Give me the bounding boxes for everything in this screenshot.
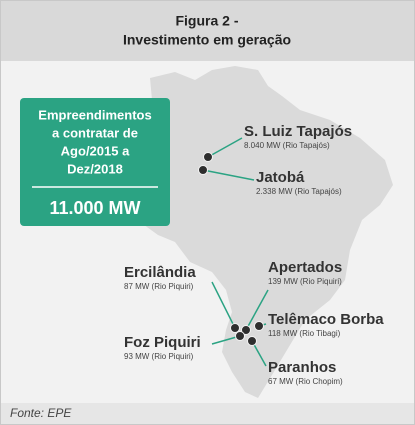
highlight-text: Dez/2018 xyxy=(67,161,123,176)
plant-dot xyxy=(254,321,264,331)
title-line: Figura 2 - xyxy=(175,13,238,29)
plant-name: Telêmaco Borba xyxy=(268,311,384,328)
plant-detail: 67 MW (Rio Chopim) xyxy=(268,377,343,386)
source: Fonte: EPE xyxy=(10,406,72,420)
plant-dot xyxy=(241,325,251,335)
plant-detail: 87 MW (Rio Piquiri) xyxy=(124,282,194,291)
highlight-total: 11.000 MW xyxy=(49,198,140,218)
brazil-map xyxy=(100,66,393,398)
leader-line xyxy=(207,137,243,158)
highlight-text: a contratar de xyxy=(52,125,138,140)
plant-dot xyxy=(247,336,257,346)
leader-line xyxy=(211,281,236,329)
plant-detail: 93 MW (Rio Piquiri) xyxy=(124,352,194,361)
leader-line xyxy=(245,289,269,331)
plant-name: Foz Piquiri xyxy=(124,334,201,351)
plant-detail: 8.040 MW (Rio Tapajós) xyxy=(244,141,330,150)
plant-name: Paranhos xyxy=(268,359,336,376)
header-band xyxy=(1,1,414,61)
highlight-text: Empreendimentos xyxy=(38,107,151,122)
footer-band xyxy=(1,403,414,424)
leader-line xyxy=(202,169,255,181)
plant-dot xyxy=(203,152,213,162)
highlight-text: Ago/2015 a xyxy=(61,143,130,158)
plant-dot xyxy=(198,165,208,175)
plant-dot xyxy=(230,323,240,333)
highlight-box xyxy=(20,98,170,226)
plant-name: Ercilândia xyxy=(124,264,196,281)
plant-dot xyxy=(235,331,245,341)
plant-detail: 139 MW (Rio Piquiri) xyxy=(268,277,342,286)
plant-detail: 118 MW (Rio Tibagi) xyxy=(268,329,341,338)
title-line: Investimento em geração xyxy=(123,32,291,48)
plant-name: Apertados xyxy=(268,259,342,276)
plant-detail: 2.338 MW (Rio Tapajós) xyxy=(256,187,342,196)
plant-name: Jatobá xyxy=(256,169,305,186)
plant-name: S. Luiz Tapajós xyxy=(244,123,352,140)
